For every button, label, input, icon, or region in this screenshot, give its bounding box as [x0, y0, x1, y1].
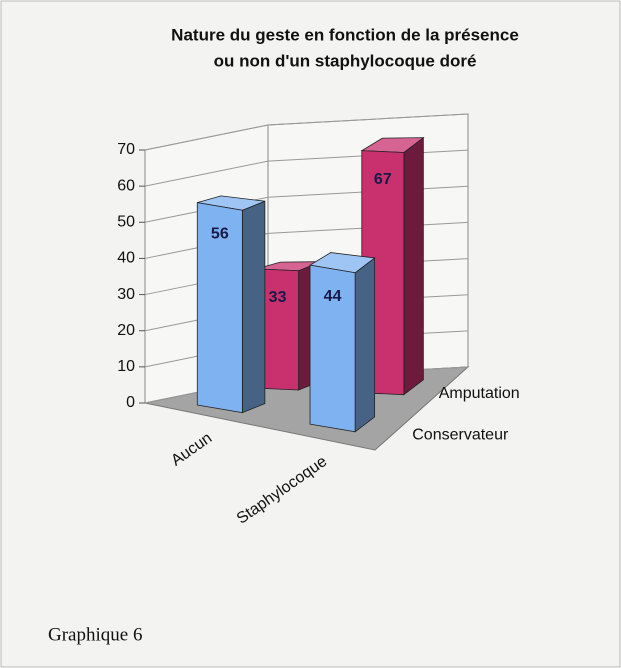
bar-side	[241, 200, 266, 414]
value-label: 44	[324, 288, 342, 305]
y-tick-label: 20	[117, 322, 135, 339]
bar	[196, 195, 266, 414]
grid-line	[144, 113, 469, 151]
bar	[308, 252, 376, 433]
bar-front	[309, 264, 356, 433]
bar-side	[354, 257, 376, 433]
y-tick-label: 60	[117, 177, 135, 194]
value-label: 33	[269, 289, 287, 306]
y-tick-label: 10	[117, 358, 135, 375]
bar-side	[403, 136, 424, 396]
legend-label: Amputation	[439, 385, 520, 402]
caption: Graphique 6	[48, 624, 142, 645]
y-tick-label: 50	[117, 214, 135, 231]
y-tick-label: 70	[117, 141, 135, 158]
legend-label: Conservateur	[412, 426, 509, 443]
chart-title: ou non d'un staphylocoque doré	[214, 51, 477, 70]
bar-front	[196, 202, 243, 414]
chart-title: Nature du geste en fonction de la présen…	[171, 25, 519, 44]
y-tick-label: 0	[126, 394, 135, 411]
y-tick-label: 30	[117, 286, 135, 303]
value-label: 67	[374, 171, 392, 188]
value-label: 56	[211, 226, 229, 243]
y-tick-label: 40	[117, 250, 135, 267]
